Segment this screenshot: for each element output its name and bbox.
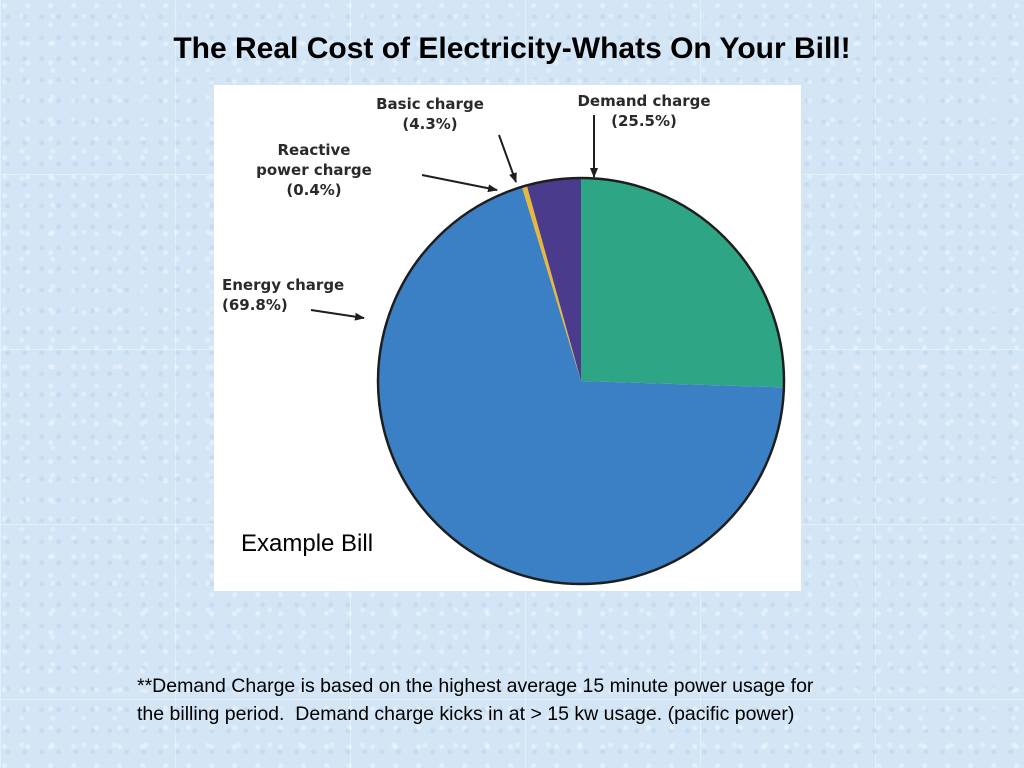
example-bill-caption: Example Bill	[241, 530, 374, 557]
energy-charge-label: Energy charge	[222, 276, 344, 294]
energy-charge-arrow	[310, 309, 365, 321]
pie-outline	[376, 176, 786, 586]
basic-charge-arrow	[498, 134, 517, 183]
footnote: **Demand Charge is based on the highest …	[137, 672, 957, 728]
pie-slice-reactive-power-charge	[521, 185, 581, 381]
pie-chart: Demand charge (25.5%) Energy charge (69.8%)…	[222, 92, 786, 586]
footnote-line-2: the billing period. Demand charge kicks …	[137, 703, 795, 725]
footnote-line-1: **Demand Charge is based on the highest …	[137, 675, 814, 697]
reactive-power-charge-arrow	[421, 174, 498, 193]
demand-charge-label: Demand charge	[577, 92, 710, 110]
basic-charge-label: Basic charge	[376, 95, 484, 113]
pie-slice-basic-charge	[526, 178, 581, 381]
basic-charge-pct-label: (4.3%)	[402, 115, 457, 133]
slide-title: The Real Cost of Electricity-Whats On Yo…	[173, 32, 851, 65]
chart-panel: Demand charge (25.5%) Energy charge (69.8%)…	[214, 85, 801, 591]
reactive-power-charge-label: Reactive	[277, 141, 350, 159]
reactive-power-charge-label: power charge	[256, 161, 372, 179]
reactive-power-charge-pct-label: (0.4%)	[286, 181, 341, 199]
pie-slice-demand-charge	[581, 178, 785, 388]
pie-slice-energy-charge	[378, 186, 784, 585]
energy-charge-pct-label: (69.8%)	[222, 296, 288, 314]
demand-charge-pct-label: (25.5%)	[611, 112, 677, 130]
